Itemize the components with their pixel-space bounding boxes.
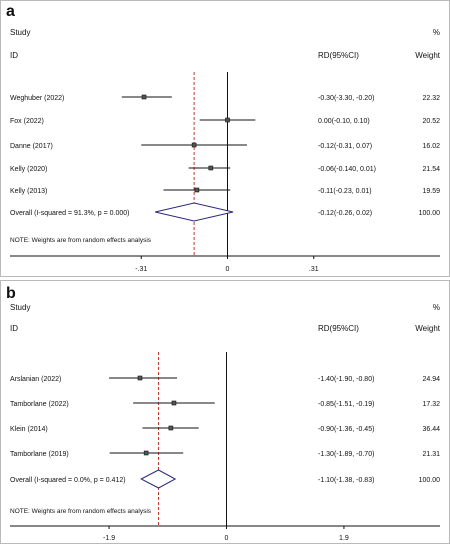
panel-a-study-weight: 19.59 [422, 188, 440, 195]
panel-a-study-ci: -0.30(-3.30, -0.20) [318, 95, 374, 102]
panel-a-study-id: Danne (2017) [10, 143, 53, 150]
panel-a-study-weight: 16.02 [422, 143, 440, 150]
panel-b-study-weight: 24.94 [422, 376, 440, 383]
panel-a-point-estimate [191, 142, 197, 148]
panel-b-overall-weight: 100.00 [419, 477, 441, 484]
panel-a-study-id: Kelly (2020) [10, 166, 47, 173]
panel-a-point-estimate [194, 187, 200, 193]
panel-b-study-id: Klein (2014) [10, 426, 48, 433]
panel-a-study-ci: 0.00(-0.10, 0.10) [318, 118, 370, 125]
panel-b-study-ci: -1.40(-1.90, -0.80) [318, 376, 374, 383]
panel-a-header-weight: Weight [415, 51, 441, 60]
panel-b-header-study: Study [10, 303, 30, 312]
panel-a-header-study: Study [10, 28, 30, 37]
panel-a-label: a [6, 3, 15, 20]
panel-a-study-weight: 21.54 [422, 166, 440, 173]
panel-b-tick-label: -1.9 [103, 535, 115, 542]
panel-a-study-id: Kelly (2013) [10, 188, 47, 195]
panel-b-study-id: Arslanian (2022) [10, 376, 61, 383]
panel-a-overall-weight: 100.00 [419, 210, 441, 217]
panel-b-overall-ci: -1.10(-1.38, -0.83) [318, 477, 374, 484]
panel-b-header-weight: Weight [415, 324, 441, 333]
panel-a-overall-diamond [155, 202, 234, 222]
panel-b-study-id: Tamborlane (2022) [10, 401, 69, 408]
panel-a-study-ci: -0.11(-0.23, 0.01) [318, 188, 372, 195]
panel-b-overall-diamond [140, 469, 177, 489]
panel-b-header-percent: % [433, 303, 440, 312]
panel-a-header-percent: % [433, 28, 440, 37]
panel-b-study-weight: 17.32 [422, 401, 440, 408]
panel-b-study-ci: -0.85(-1.51, -0.19) [318, 401, 374, 408]
panel-a-overall-id: Overall (I-squared = 91.3%, p = 0.000) [10, 210, 129, 217]
panel-a-header-id: ID [10, 51, 18, 60]
panel-a-study-id: Weghuber (2022) [10, 95, 64, 102]
panel-b-study-weight: 21.31 [422, 451, 440, 458]
panel-a-frame [0, 0, 450, 277]
panel-a-study-weight: 22.32 [422, 95, 440, 102]
panel-b-point-estimate [143, 450, 149, 456]
panel-a-point-estimate [225, 117, 230, 123]
panel-b-frame [0, 280, 450, 544]
panel-b-point-estimate [171, 400, 177, 406]
panel-a-tick-label: .31 [309, 266, 319, 273]
panel-a-study-id: Fox (2022) [10, 118, 44, 125]
panel-b-tick-label: 0 [225, 535, 229, 542]
panel-a-header-rd: RD(95%CI) [318, 51, 359, 60]
panel-b-point-estimate [168, 425, 174, 431]
panel-b-note: NOTE: Weights are from random effects an… [10, 508, 152, 515]
panel-b-study-id: Tamborlane (2019) [10, 451, 69, 458]
panel-b-tick-label: 1.9 [339, 535, 349, 542]
panel-b-study-weight: 36.44 [422, 426, 440, 433]
panel-b-header-id: ID [10, 324, 18, 333]
panel-a-point-estimate [208, 165, 214, 171]
panel-a-point-estimate [141, 94, 147, 100]
panel-b-header-rd: RD(95%CI) [318, 324, 359, 333]
panel-b-point-estimate [137, 375, 143, 381]
panel-a-study-ci: -0.06(-0.140, 0.01) [318, 166, 376, 173]
panel-a-note: NOTE: Weights are from random effects an… [10, 237, 152, 244]
panel-b-study-ci: -0.90(-1.36, -0.45) [318, 426, 374, 433]
panel-b-study-ci: -1.30(-1.89, -0.70) [318, 451, 374, 458]
panel-a-study-weight: 20.52 [422, 118, 440, 125]
panel-a-study-ci: -0.12(-0.31, 0.07) [318, 143, 372, 150]
panel-b-label: b [6, 285, 16, 302]
panel-b-overall-id: Overall (I-squared = 0.0%, p = 0.412) [10, 477, 126, 484]
panel-a-tick-label: 0 [226, 266, 230, 273]
panel-a-tick-label: -.31 [135, 266, 147, 273]
panel-a-overall-ci: -0.12(-0.26, 0.02) [318, 210, 372, 217]
